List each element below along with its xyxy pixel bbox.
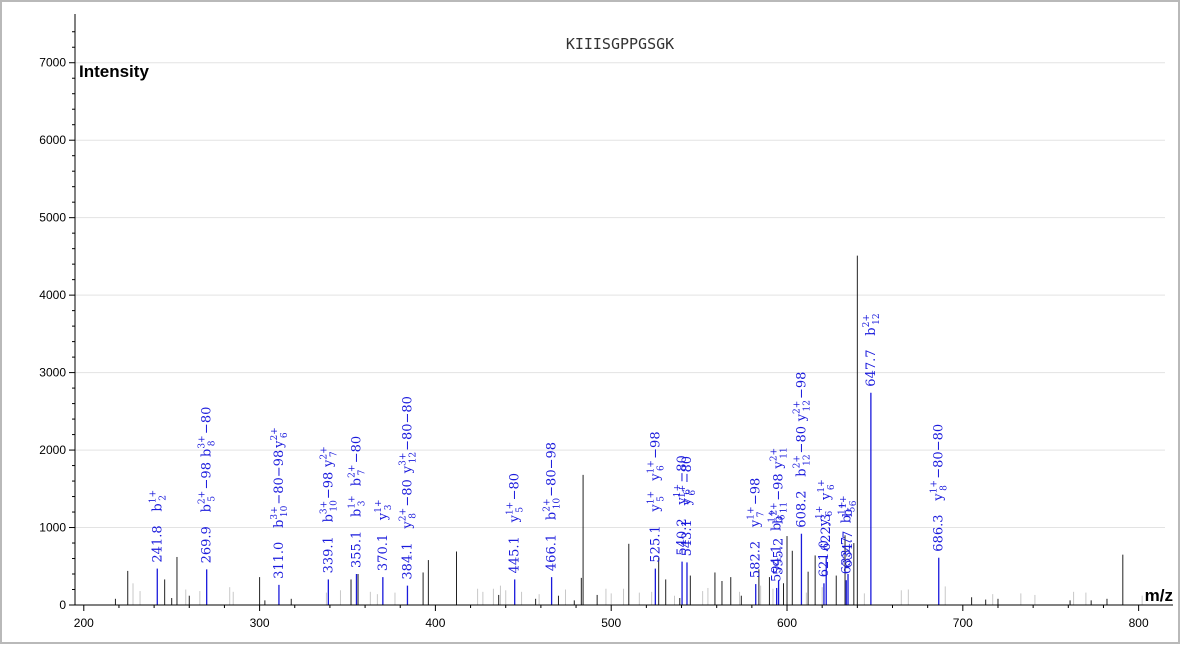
y-tick-label: 4000 [39,288,66,302]
peak-labels-layer: 241.8 b1+2 269.9 b2+5−98 b3+8−80 311.0 b3+10−8… [148,313,949,582]
peak-ion-label: y1+7−98 [747,478,767,528]
peak-ion-label: y3+12−80−80 [399,396,419,474]
peak-mass-label: 622.3 [819,514,834,551]
peak-ion-label: y1+5−80 [506,473,526,523]
peak-mass-label: 445.1 [508,536,523,573]
chart-title: KIIISGPPGSGK [566,35,674,53]
peak-ion-label: b2+12−80 [792,426,812,477]
peak-ion-label: y1+6−98 [646,431,666,481]
peak-mass-label: 634.7 [841,531,856,568]
peak-mass-label: 686.3 [932,514,947,551]
peak-mass-label: 339.1 [321,536,336,573]
peak-ion-label: y1+3 [374,499,394,521]
peak-ion-label: b1+6 [839,495,859,517]
peak-ion-label: b3+10−80−98 [270,450,290,528]
peak-mass-label: 384.1 [401,542,416,579]
grid-layer [75,62,1165,529]
y-tick-label: 7000 [39,56,66,70]
peak-mass-label: 621.0 [817,540,832,577]
y-tick-label: 3000 [39,366,66,380]
peak-mass-label: 241.8 [150,525,165,562]
peak-ion-label: y1+6−80 [673,455,693,505]
peak-mass-label: 269.9 [200,526,215,563]
peak-mass-label: 594.1 [770,545,785,582]
peak-ion-label: b2+10−80−98 [543,442,563,520]
peak-ion-label: y1+6 [815,506,835,528]
peak-ion-label: y2+6 [270,427,290,449]
x-tick-label: 700 [953,616,973,630]
x-tick-label: 500 [601,616,621,630]
x-axis-title: m/z [1145,586,1173,605]
peak-mass-label: 595.2 [772,538,787,575]
y-tick-label: 1000 [39,521,66,535]
peak-mass-label: 370.1 [376,534,391,571]
peak-ion-label: b2+5−98 [198,462,218,512]
peak-mass-label: 647.7 [864,349,879,386]
x-tick-label: 400 [425,616,445,630]
peak-mass-label: 543.1 [680,519,695,556]
peak-ion-label: b1+6 [768,509,788,531]
peak-ion-label: b2+11−98 [770,473,790,524]
peak-ion-label: b1+3 [348,495,368,517]
y-tick-label: 2000 [39,443,66,457]
peak-ion-label: b3+8−80 [198,407,218,457]
peak-mass-label: 525.1 [648,525,663,562]
x-tick-label: 300 [250,616,270,630]
peak-ion-label: y1+8−80−80 [930,424,950,502]
peak-ion-label: y1+6−80 [678,456,698,506]
peak-mass-label: 633.7 [839,537,854,574]
peak-ion-label: b2+12 [862,313,882,335]
x-tick-label: 600 [777,616,797,630]
peak-ion-label: y2+7 [319,446,339,468]
peak-ion-label: b1+5 [837,502,857,524]
axes-layer: 0 1000 2000 3000 4000 5000 6000 7000 200 300 400 50… [39,14,1173,630]
x-tick-label: 800 [1129,616,1149,630]
peak-ion-label: b2+7−80 [348,436,368,486]
peak-ion-label: y2+12−98 [792,372,812,423]
peak-mass-label: 540.2 [675,518,690,555]
y-axis-title: Intensity [79,62,149,81]
peak-ion-label: b3+10−98 [319,472,339,523]
peak-mass-label: 582.2 [749,541,764,578]
peak-ion-label: y2+11 [770,447,790,469]
peak-mass-label: 608.2 [794,490,809,527]
y-tick-label: 5000 [39,211,66,225]
y-tick-label: 6000 [39,133,66,147]
peak-mass-label: 355.1 [350,531,365,568]
peak-ion-label: y1+5 [646,491,666,513]
peaks-layer [114,255,1143,605]
y-tick-label: 0 [59,598,66,612]
peak-ion-label: b1+2 [148,490,168,512]
peak-ion-label: y2+8−80 [399,479,419,529]
peak-mass-label: 466.1 [545,534,560,571]
peak-ion-label: y1+6 [817,479,837,501]
peak-mass-label: 311.0 [272,542,287,579]
x-tick-label: 200 [74,616,94,630]
